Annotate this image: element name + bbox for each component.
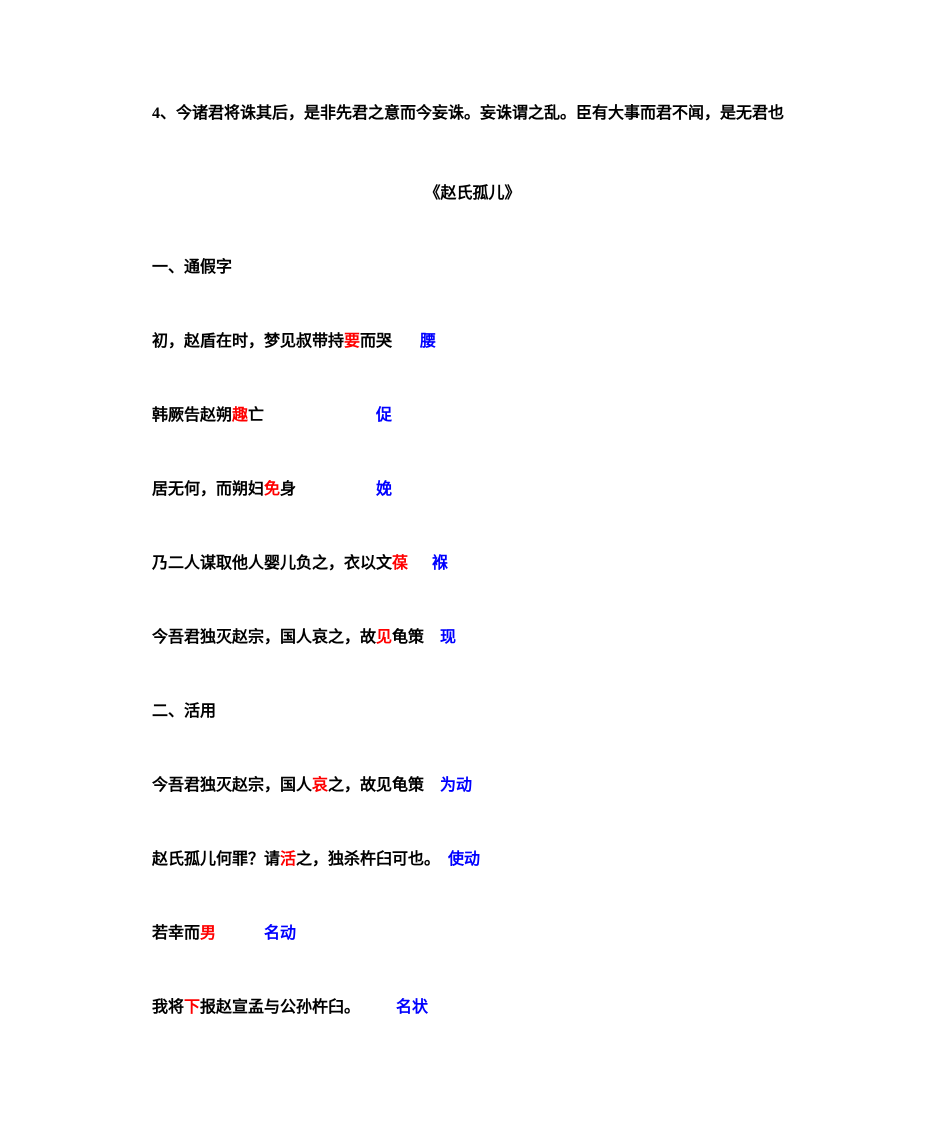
gap: [424, 777, 440, 794]
entry-line: 韩厥告赵朔趣亡 促: [120, 401, 825, 425]
entry-line: 乃二人谋取他人婴儿负之，衣以文葆 褓: [120, 549, 825, 573]
entry-post: 之，故见龟策: [328, 777, 424, 794]
blue-annotation: 名动: [264, 925, 296, 942]
entry-post: 报赵宣孟与公孙杵臼。: [200, 999, 360, 1016]
blue-annotation: 褓: [432, 555, 448, 572]
entry-line: 若幸而男 名动: [120, 919, 825, 943]
entry-pre: 乃二人谋取他人婴儿负之，衣以文: [152, 555, 392, 572]
entry-pre: 今吾君独灭赵宗，国人哀之，故: [152, 629, 376, 646]
entry-line: 赵氏孤儿何罪？请活之，独杀杵臼可也。 使动: [120, 845, 825, 869]
entry-pre: 我将: [152, 999, 184, 1016]
entry-pre: 居无何，而朔妇: [152, 481, 264, 498]
entry-pre: 今吾君独灭赵宗，国人: [152, 777, 312, 794]
gap: [296, 481, 376, 498]
entry-post: 之，独杀杵臼可也。: [296, 851, 440, 868]
entry-line: 居无何，而朔妇免身 娩: [120, 475, 825, 499]
blue-annotation: 促: [376, 407, 392, 424]
entry-line: 今吾君独灭赵宗，国人哀之，故见龟策 现: [120, 623, 825, 647]
blue-annotation: 为动: [440, 777, 472, 794]
gap: [424, 629, 440, 646]
entry-post: 亡: [248, 407, 264, 424]
red-char: 免: [264, 481, 280, 498]
red-char: 男: [200, 925, 216, 942]
section2-heading: 二、活用: [120, 697, 825, 721]
entry-pre: 若幸而: [152, 925, 200, 942]
red-char: 哀: [312, 777, 328, 794]
blue-annotation: 使动: [448, 851, 480, 868]
entry-post: 身: [280, 481, 296, 498]
document-title: 《赵氏孤儿》: [120, 179, 825, 203]
blue-annotation: 娩: [376, 481, 392, 498]
gap: [216, 925, 264, 942]
red-char: 葆: [392, 555, 408, 572]
gap: [360, 999, 396, 1016]
red-char: 要: [344, 333, 360, 350]
entry-line: 我将下报赵宣孟与公孙杵臼。 名状: [120, 993, 825, 1017]
red-char: 见: [376, 629, 392, 646]
gap: [392, 333, 420, 350]
section1-heading: 一、通假字: [120, 253, 825, 277]
entry-post: 龟策: [392, 629, 424, 646]
gap: [440, 851, 448, 868]
blue-annotation: 名状: [396, 999, 428, 1016]
entry-pre: 赵氏孤儿何罪？请: [152, 851, 280, 868]
entry-line: 初，赵盾在时，梦见叔带持要而哭 腰: [120, 327, 825, 351]
blue-annotation: 现: [440, 629, 456, 646]
red-char: 趣: [232, 407, 248, 424]
gap: [264, 407, 376, 424]
red-char: 活: [280, 851, 296, 868]
gap: [408, 555, 432, 572]
entry-pre: 初，赵盾在时，梦见叔带持: [152, 333, 344, 350]
entry-line: 今吾君独灭赵宗，国人哀之，故见龟策 为动: [120, 771, 825, 795]
entry-post: 而哭: [360, 333, 392, 350]
blue-annotation: 腰: [420, 333, 436, 350]
intro-paragraph: 4、今诸君将诛其后，是非先君之意而今妄诛。妄诛谓之乱。臣有大事而君不闻，是无君也: [120, 100, 825, 129]
red-char: 下: [184, 999, 200, 1016]
entry-pre: 韩厥告赵朔: [152, 407, 232, 424]
